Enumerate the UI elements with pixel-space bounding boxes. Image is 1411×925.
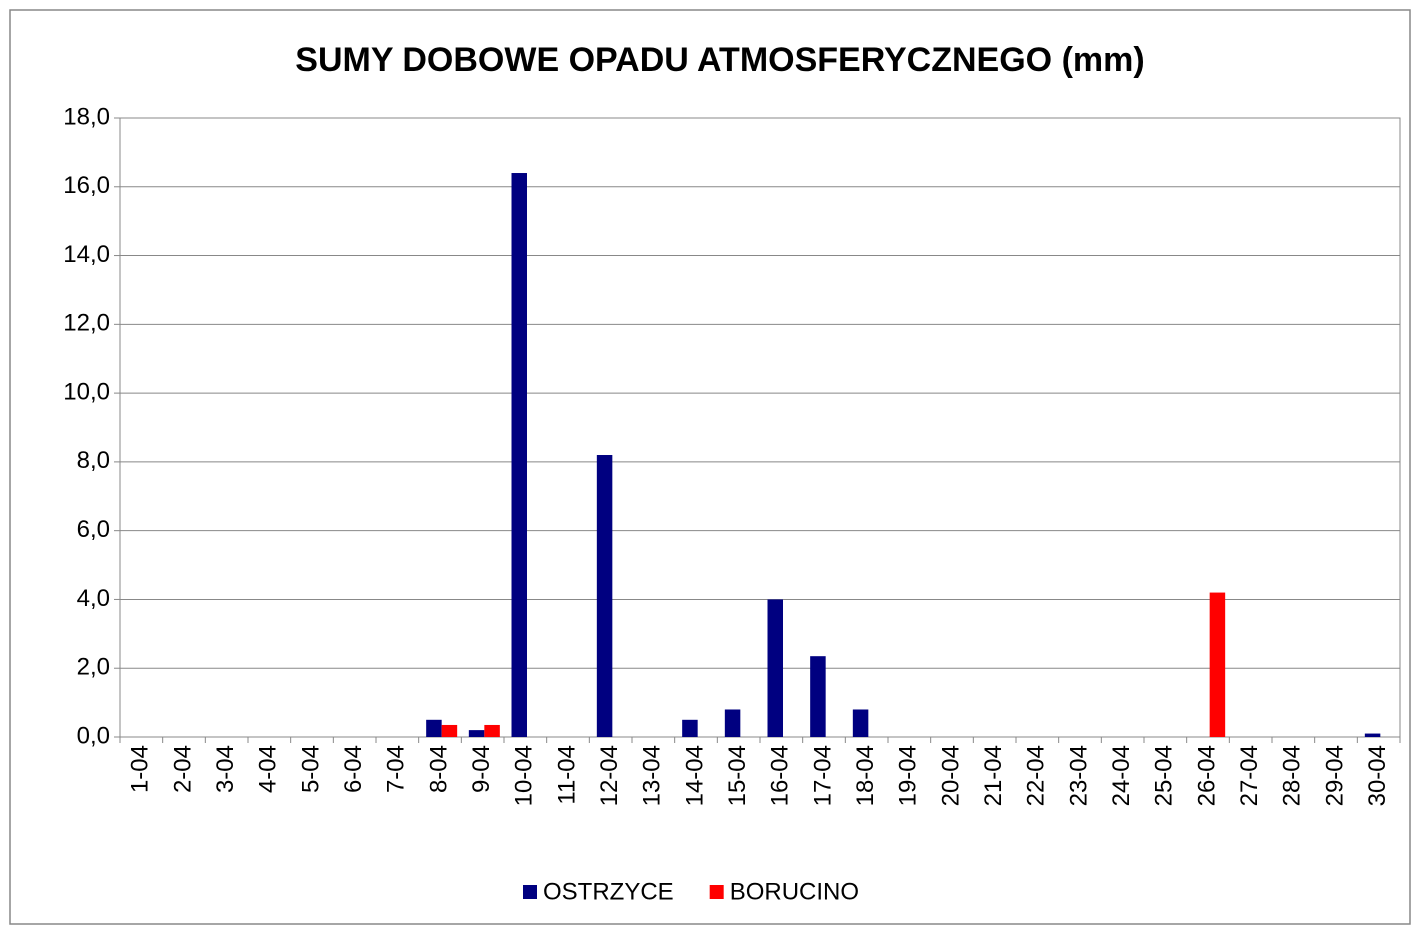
- legend-label: BORUCINO: [730, 878, 859, 905]
- x-tick-label: 30-04: [1364, 745, 1391, 806]
- x-tick-label: 4-04: [255, 745, 282, 793]
- chart-frame: [9, 9, 1411, 925]
- y-tick-label: 2,0: [77, 654, 110, 681]
- x-tick-label: 28-04: [1279, 745, 1306, 806]
- x-tick-label: 2-04: [169, 745, 196, 793]
- x-tick-label: 6-04: [340, 745, 367, 793]
- y-tick-label: 18,0: [63, 103, 110, 130]
- x-tick-label: 12-04: [596, 745, 623, 806]
- x-tick-label: 7-04: [383, 745, 410, 793]
- bar: [441, 724, 458, 737]
- x-tick-label: 23-04: [1065, 745, 1092, 806]
- x-tick-label: 25-04: [1151, 745, 1178, 806]
- x-tick-label: 9-04: [468, 745, 495, 793]
- x-tick-label: 19-04: [895, 745, 922, 806]
- legend-label: OSTRZYCE: [543, 878, 674, 905]
- legend-swatch: [709, 885, 724, 899]
- x-tick-label: 27-04: [1236, 745, 1263, 806]
- x-tick-label: 14-04: [681, 745, 708, 806]
- x-tick-label: 20-04: [937, 745, 964, 806]
- y-tick-label: 12,0: [63, 310, 110, 337]
- x-tick-label: 22-04: [1023, 745, 1050, 806]
- y-tick-label: 14,0: [63, 241, 110, 268]
- x-tick-label: 5-04: [297, 745, 324, 793]
- x-tick-label: 10-04: [511, 745, 538, 806]
- x-tick-label: 16-04: [767, 745, 794, 806]
- x-tick-label: 11-04: [553, 745, 580, 805]
- bar: [426, 719, 442, 737]
- x-tick-label: 18-04: [852, 745, 879, 806]
- legend-swatch: [523, 885, 537, 899]
- bar: [767, 599, 783, 737]
- x-tick-label: 29-04: [1321, 745, 1348, 806]
- bar: [468, 730, 485, 737]
- y-tick-label: 8,0: [77, 447, 110, 474]
- x-tick-label: 21-04: [980, 745, 1007, 806]
- x-tick-label: 1-04: [127, 745, 154, 793]
- x-tick-label: 15-04: [724, 745, 751, 806]
- x-tick-label: 8-04: [425, 745, 452, 793]
- y-tick-label: 4,0: [77, 585, 110, 612]
- bar: [682, 719, 698, 737]
- bar: [724, 709, 741, 737]
- bar: [596, 455, 613, 737]
- x-tick-label: 17-04: [809, 745, 836, 806]
- y-tick-label: 6,0: [77, 516, 110, 543]
- bar: [484, 724, 500, 737]
- x-tick-label: 24-04: [1108, 745, 1135, 806]
- y-tick-label: 16,0: [63, 172, 110, 199]
- x-tick-label: 26-04: [1193, 745, 1220, 806]
- bar: [1209, 592, 1226, 737]
- bar: [852, 709, 869, 737]
- y-tick-label: 10,0: [63, 378, 110, 405]
- y-tick-label: 0,0: [77, 722, 110, 749]
- x-tick-label: 13-04: [639, 745, 666, 806]
- bar: [810, 656, 826, 737]
- bar: [511, 173, 527, 737]
- bar: [1364, 733, 1381, 737]
- x-tick-label: 3-04: [212, 745, 239, 793]
- chart-title: SUMY DOBOWE OPADU ATMOSFERYCZNEGO (mm): [295, 41, 1144, 79]
